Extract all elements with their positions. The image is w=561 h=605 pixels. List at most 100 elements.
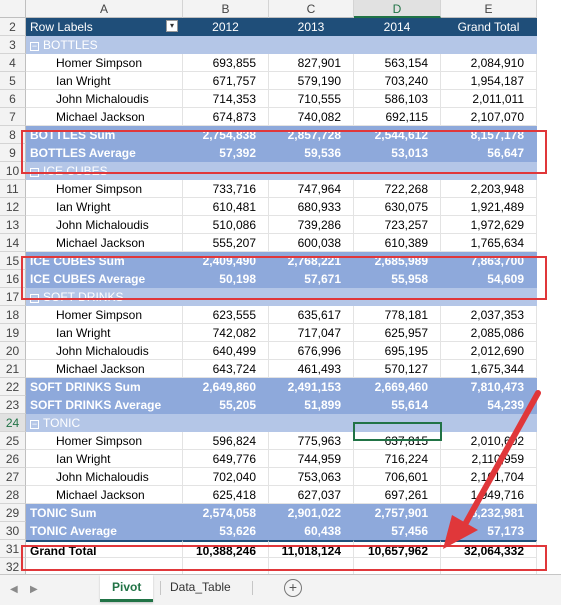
avg-value[interactable]: 60,438 <box>269 522 354 540</box>
column-header-c[interactable]: C <box>269 0 354 18</box>
item-value[interactable]: 649,776 <box>183 450 269 468</box>
sum-value[interactable]: 2,574,058 <box>183 504 269 522</box>
row-number[interactable]: 25 <box>0 432 26 450</box>
row-number[interactable]: 7 <box>0 108 26 126</box>
item-value[interactable]: 640,499 <box>183 342 269 360</box>
row-number[interactable]: 6 <box>0 90 26 108</box>
row-number[interactable]: 21 <box>0 360 26 378</box>
item-label[interactable]: John Michaloudis <box>26 468 183 486</box>
avg-value[interactable]: 55,205 <box>183 396 269 414</box>
row-number[interactable]: 28 <box>0 486 26 504</box>
avg-value[interactable]: 59,536 <box>269 144 354 162</box>
item-value[interactable]: 710,555 <box>269 90 354 108</box>
item-value[interactable]: 717,047 <box>269 324 354 342</box>
item-label[interactable]: John Michaloudis <box>26 90 183 108</box>
row-number[interactable]: 32 <box>0 558 26 574</box>
item-label[interactable]: Michael Jackson <box>26 360 183 378</box>
item-value[interactable]: 716,224 <box>354 450 441 468</box>
row-number[interactable]: 17 <box>0 288 26 306</box>
column-header-e[interactable]: E <box>441 0 537 18</box>
avg-value[interactable]: 57,392 <box>183 144 269 162</box>
sum-label[interactable]: SOFT DRINKS Sum <box>26 378 183 396</box>
row-number[interactable]: 11 <box>0 180 26 198</box>
item-value[interactable]: 630,075 <box>354 198 441 216</box>
avg-value[interactable]: 51,899 <box>269 396 354 414</box>
item-value[interactable]: 714,353 <box>183 90 269 108</box>
empty-cell[interactable] <box>269 558 354 574</box>
row-number[interactable]: 20 <box>0 342 26 360</box>
item-value[interactable]: 676,996 <box>269 342 354 360</box>
row-number[interactable]: 8 <box>0 126 26 144</box>
avg-value[interactable]: 57,671 <box>269 270 354 288</box>
item-label[interactable]: Michael Jackson <box>26 108 183 126</box>
item-value[interactable]: 643,724 <box>183 360 269 378</box>
row-number[interactable]: 12 <box>0 198 26 216</box>
column-header-d[interactable]: D <box>354 0 441 18</box>
item-label[interactable]: Ian Wright <box>26 450 183 468</box>
item-value[interactable]: 570,127 <box>354 360 441 378</box>
item-value[interactable]: 1,972,629 <box>441 216 537 234</box>
group-cell[interactable] <box>269 36 354 54</box>
item-value[interactable]: 753,063 <box>269 468 354 486</box>
group-cell[interactable] <box>183 162 269 180</box>
empty-cell[interactable] <box>26 558 183 574</box>
item-value[interactable]: 625,957 <box>354 324 441 342</box>
row-number[interactable]: 26 <box>0 450 26 468</box>
avg-label[interactable]: BOTTLES Average <box>26 144 183 162</box>
collapse-toggle-icon[interactable]: − <box>30 419 39 429</box>
empty-cell[interactable] <box>183 558 269 574</box>
scroll-right-icon[interactable]: ▶ <box>30 584 38 595</box>
item-value[interactable]: 706,601 <box>354 468 441 486</box>
item-value[interactable]: 702,040 <box>183 468 269 486</box>
column-header-b[interactable]: B <box>183 0 269 18</box>
group-label-ice-cubes[interactable]: − ICE CUBES <box>26 162 183 180</box>
avg-value[interactable]: 53,626 <box>183 522 269 540</box>
avg-value[interactable]: 50,198 <box>183 270 269 288</box>
row-number[interactable]: 22 <box>0 378 26 396</box>
item-value[interactable]: 1,675,344 <box>441 360 537 378</box>
item-value[interactable]: 637,815 <box>354 432 441 450</box>
year-header-2014[interactable]: 2014 <box>354 18 441 36</box>
item-label[interactable]: John Michaloudis <box>26 342 183 360</box>
item-label[interactable]: Ian Wright <box>26 324 183 342</box>
group-cell[interactable] <box>441 162 537 180</box>
item-value[interactable]: 744,959 <box>269 450 354 468</box>
avg-value[interactable]: 56,647 <box>441 144 537 162</box>
group-cell[interactable] <box>183 36 269 54</box>
group-cell[interactable] <box>354 36 441 54</box>
row-number[interactable]: 10 <box>0 162 26 180</box>
gt-value[interactable]: 10,657,962 <box>354 540 441 558</box>
sum-value[interactable]: 2,757,901 <box>354 504 441 522</box>
group-cell[interactable] <box>183 288 269 306</box>
avg-value[interactable]: 53,013 <box>354 144 441 162</box>
item-value[interactable]: 461,493 <box>269 360 354 378</box>
gt-label[interactable]: Grand Total <box>26 540 183 558</box>
avg-value[interactable]: 55,958 <box>354 270 441 288</box>
collapse-toggle-icon[interactable]: − <box>30 41 39 51</box>
item-label[interactable]: John Michaloudis <box>26 216 183 234</box>
item-value[interactable]: 623,555 <box>183 306 269 324</box>
row-number[interactable]: 24 <box>0 414 26 432</box>
item-value[interactable]: 742,082 <box>183 324 269 342</box>
row-number[interactable]: 4 <box>0 54 26 72</box>
item-label[interactable]: Ian Wright <box>26 72 183 90</box>
item-label[interactable]: Homer Simpson <box>26 432 183 450</box>
select-all-corner[interactable] <box>0 0 26 18</box>
group-cell[interactable] <box>269 288 354 306</box>
item-label[interactable]: Homer Simpson <box>26 306 183 324</box>
item-value[interactable]: 1,954,187 <box>441 72 537 90</box>
item-value[interactable]: 775,963 <box>269 432 354 450</box>
gt-value[interactable]: 11,018,124 <box>269 540 354 558</box>
item-value[interactable]: 610,481 <box>183 198 269 216</box>
row-number[interactable]: 2 <box>0 18 26 36</box>
row-number[interactable]: 27 <box>0 468 26 486</box>
group-cell[interactable] <box>183 414 269 432</box>
item-value[interactable]: 625,418 <box>183 486 269 504</box>
avg-label[interactable]: SOFT DRINKS Average <box>26 396 183 414</box>
group-cell[interactable] <box>354 162 441 180</box>
item-value[interactable]: 697,261 <box>354 486 441 504</box>
sum-value[interactable]: 2,491,153 <box>269 378 354 396</box>
item-label[interactable]: Ian Wright <box>26 198 183 216</box>
item-value[interactable]: 703,240 <box>354 72 441 90</box>
